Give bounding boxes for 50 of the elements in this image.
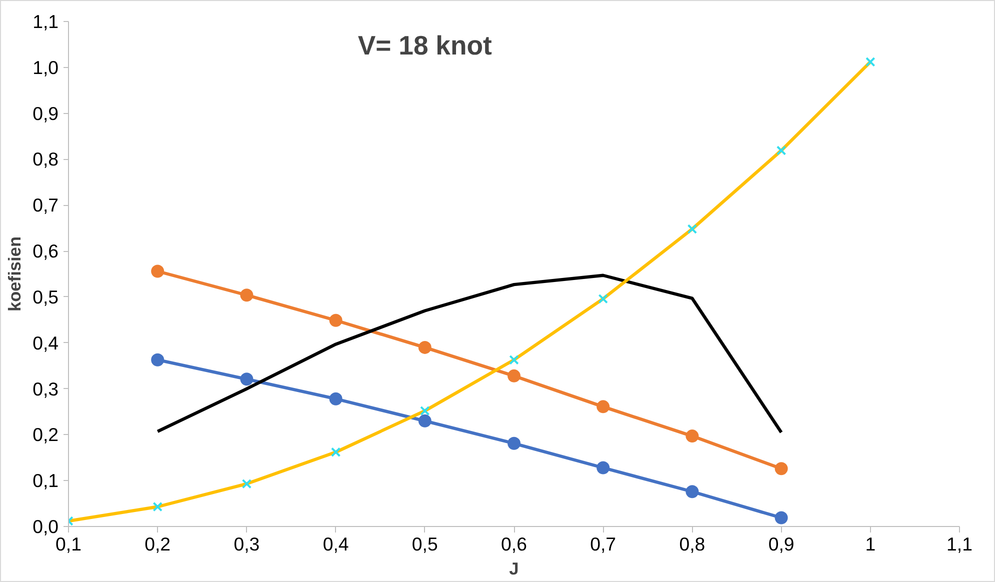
point bbox=[866, 57, 876, 67]
point bbox=[151, 264, 164, 278]
x-tick-label: 0,3 bbox=[234, 534, 260, 554]
x-tick-label: 0,8 bbox=[679, 534, 706, 554]
point bbox=[776, 146, 786, 156]
point bbox=[774, 511, 788, 524]
point bbox=[774, 462, 788, 476]
point bbox=[240, 288, 254, 302]
point bbox=[596, 461, 610, 474]
x-tick-label: 1 bbox=[865, 534, 876, 554]
y-tick-label: 0,1 bbox=[32, 470, 59, 492]
y-tick-label: 0,5 bbox=[32, 286, 59, 308]
x-tick-label: 0,2 bbox=[144, 534, 171, 554]
point bbox=[508, 369, 520, 382]
point bbox=[240, 372, 254, 386]
point bbox=[151, 353, 164, 366]
x-tick-label: 0,5 bbox=[412, 534, 438, 554]
y-tick-label: 1,0 bbox=[32, 56, 59, 78]
x-tick-label: 0,9 bbox=[768, 534, 794, 554]
point bbox=[242, 478, 252, 489]
point bbox=[509, 354, 519, 365]
point bbox=[420, 406, 430, 416]
x-axis-title: J bbox=[509, 558, 519, 578]
y-tick-label: 0,4 bbox=[32, 332, 59, 354]
y-tick-label: 0,8 bbox=[32, 148, 59, 170]
point bbox=[686, 430, 699, 443]
point bbox=[329, 392, 342, 406]
x-tick-label: 1,1 bbox=[946, 534, 972, 554]
y-tick-label: 0,3 bbox=[32, 378, 59, 400]
point bbox=[687, 224, 698, 234]
y-axis-title: koefisien bbox=[4, 236, 25, 312]
point bbox=[418, 340, 432, 354]
point bbox=[508, 436, 520, 450]
point bbox=[152, 502, 162, 512]
point bbox=[330, 447, 341, 458]
chart-title: V= 18 knot bbox=[358, 30, 492, 61]
point bbox=[598, 294, 608, 304]
point bbox=[329, 314, 342, 327]
point bbox=[596, 400, 610, 414]
line-series bbox=[156, 274, 783, 434]
point bbox=[418, 414, 432, 428]
x-tick-label: 0,7 bbox=[590, 534, 616, 554]
x-tick-label: 0,6 bbox=[501, 534, 527, 554]
y-tick-label: 0,6 bbox=[32, 240, 59, 262]
y-tick-label: 0,2 bbox=[32, 424, 59, 446]
y-tick-label: 0,9 bbox=[32, 102, 59, 124]
y-tick-label: 1,1 bbox=[32, 11, 59, 32]
point bbox=[686, 485, 699, 498]
y-tick-label: 0,7 bbox=[32, 194, 59, 216]
x-tick-label: 0,4 bbox=[322, 534, 349, 554]
